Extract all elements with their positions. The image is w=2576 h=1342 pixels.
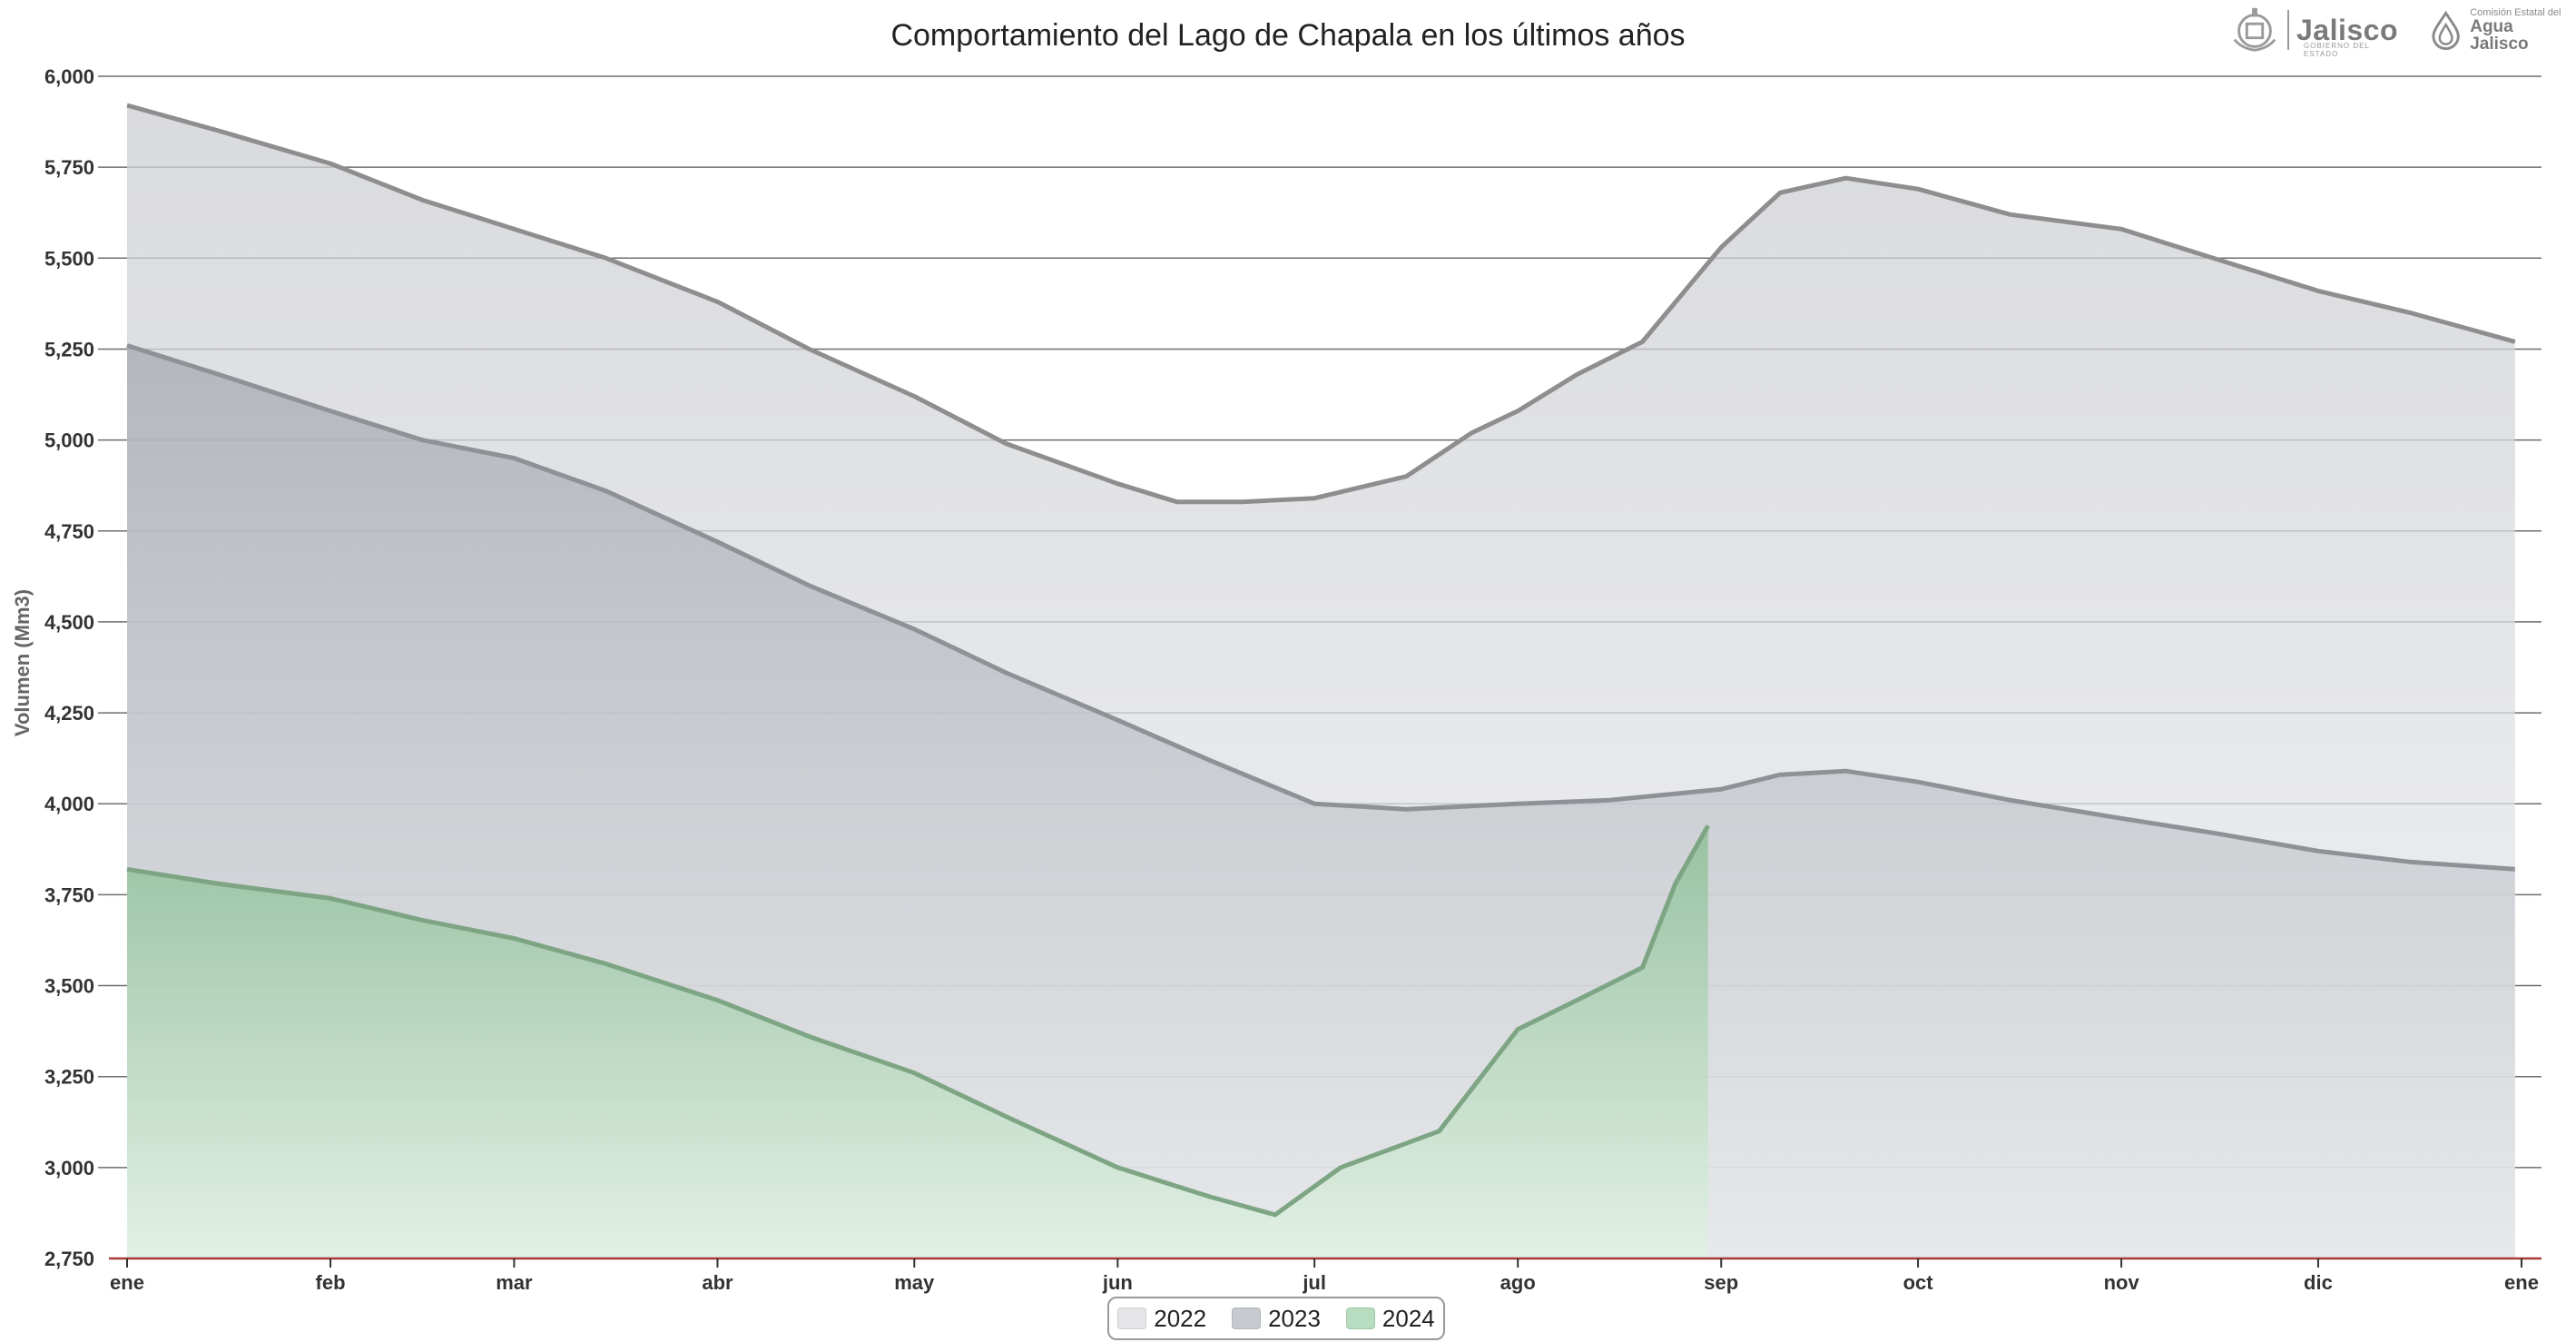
legend-label-2023: 2023	[1268, 1304, 1321, 1332]
chart-title: Comportamiento del Lago de Chapala en lo…	[890, 18, 1686, 53]
y-tick-label: 5,000	[44, 429, 94, 452]
jalisco-wordmark: Jalisco	[2296, 13, 2398, 46]
y-axis-title: Volumen (Mm3)	[11, 589, 34, 736]
x-tick-label: oct	[1903, 1271, 1934, 1294]
y-tick-label: 3,000	[44, 1157, 94, 1179]
x-tick-label: feb	[316, 1271, 346, 1294]
legend-item-2022[interactable]: 2022	[1117, 1305, 1206, 1333]
y-tick-label: 4,000	[44, 793, 94, 815]
series-line-2024	[126, 824, 1710, 1218]
x-tick-label: may	[894, 1271, 935, 1294]
x-tick-label: dic	[2304, 1271, 2333, 1294]
y-tick-label: 5,750	[44, 156, 94, 179]
area-2024	[127, 825, 1708, 1258]
y-tick-label: 6,000	[44, 65, 94, 88]
y-tick-label: 4,750	[44, 520, 94, 543]
x-tick-label: nov	[2104, 1271, 2140, 1294]
y-tick-label: 2,750	[44, 1248, 94, 1270]
jalisco-subtitle: GOBIERNO DEL ESTADO	[2304, 42, 2370, 58]
y-tick-label: 3,500	[44, 975, 94, 998]
logo-divider	[2287, 10, 2289, 50]
y-tick-label: 3,750	[44, 883, 94, 906]
x-tick-label: mar	[496, 1271, 533, 1294]
x-tick-label: jul	[1302, 1271, 1326, 1294]
jalisco-logo: Jalisco GOBIERNO DEL ESTADO	[2229, 0, 2398, 60]
x-tick-label: abr	[702, 1271, 733, 1294]
cea-logo: Comisión Estatal del Agua Jalisco	[2429, 0, 2574, 60]
y-tick-label: 4,250	[44, 702, 94, 725]
x-tick-label: sep	[1704, 1271, 1738, 1294]
x-tick-label: ene	[110, 1271, 144, 1294]
legend-item-2024[interactable]: 2024	[1345, 1304, 1435, 1333]
legend-item-2023[interactable]: 2023	[1232, 1305, 1321, 1333]
series-line-2023	[126, 343, 2515, 872]
water-drop-icon	[2432, 10, 2460, 50]
y-tick-label: 3,250	[44, 1066, 94, 1089]
cea-line2: Agua Jalisco	[2470, 16, 2529, 54]
legend-label-2024: 2024	[1381, 1304, 1435, 1332]
x-tick-label: ene	[2504, 1271, 2539, 1294]
y-tick-label: 4,500	[44, 611, 94, 634]
legend-label-2022: 2022	[1154, 1304, 1207, 1332]
jalisco-seal-icon	[2233, 7, 2276, 52]
series-line-2022	[126, 103, 2516, 505]
cea-line1: Comisión Estatal del	[2470, 6, 2561, 18]
legend: 2022 2023 2024	[1107, 1297, 1445, 1340]
x-tick-label: ago	[1500, 1271, 1536, 1294]
y-tick-label: 5,250	[44, 338, 94, 360]
legend-swatch-2023	[1232, 1307, 1262, 1329]
y-tick-label: 5,500	[44, 247, 94, 270]
legend-swatch-2024	[1345, 1307, 1375, 1329]
x-tick-label: jun	[1102, 1271, 1133, 1294]
legend-swatch-2022	[1117, 1307, 1147, 1329]
